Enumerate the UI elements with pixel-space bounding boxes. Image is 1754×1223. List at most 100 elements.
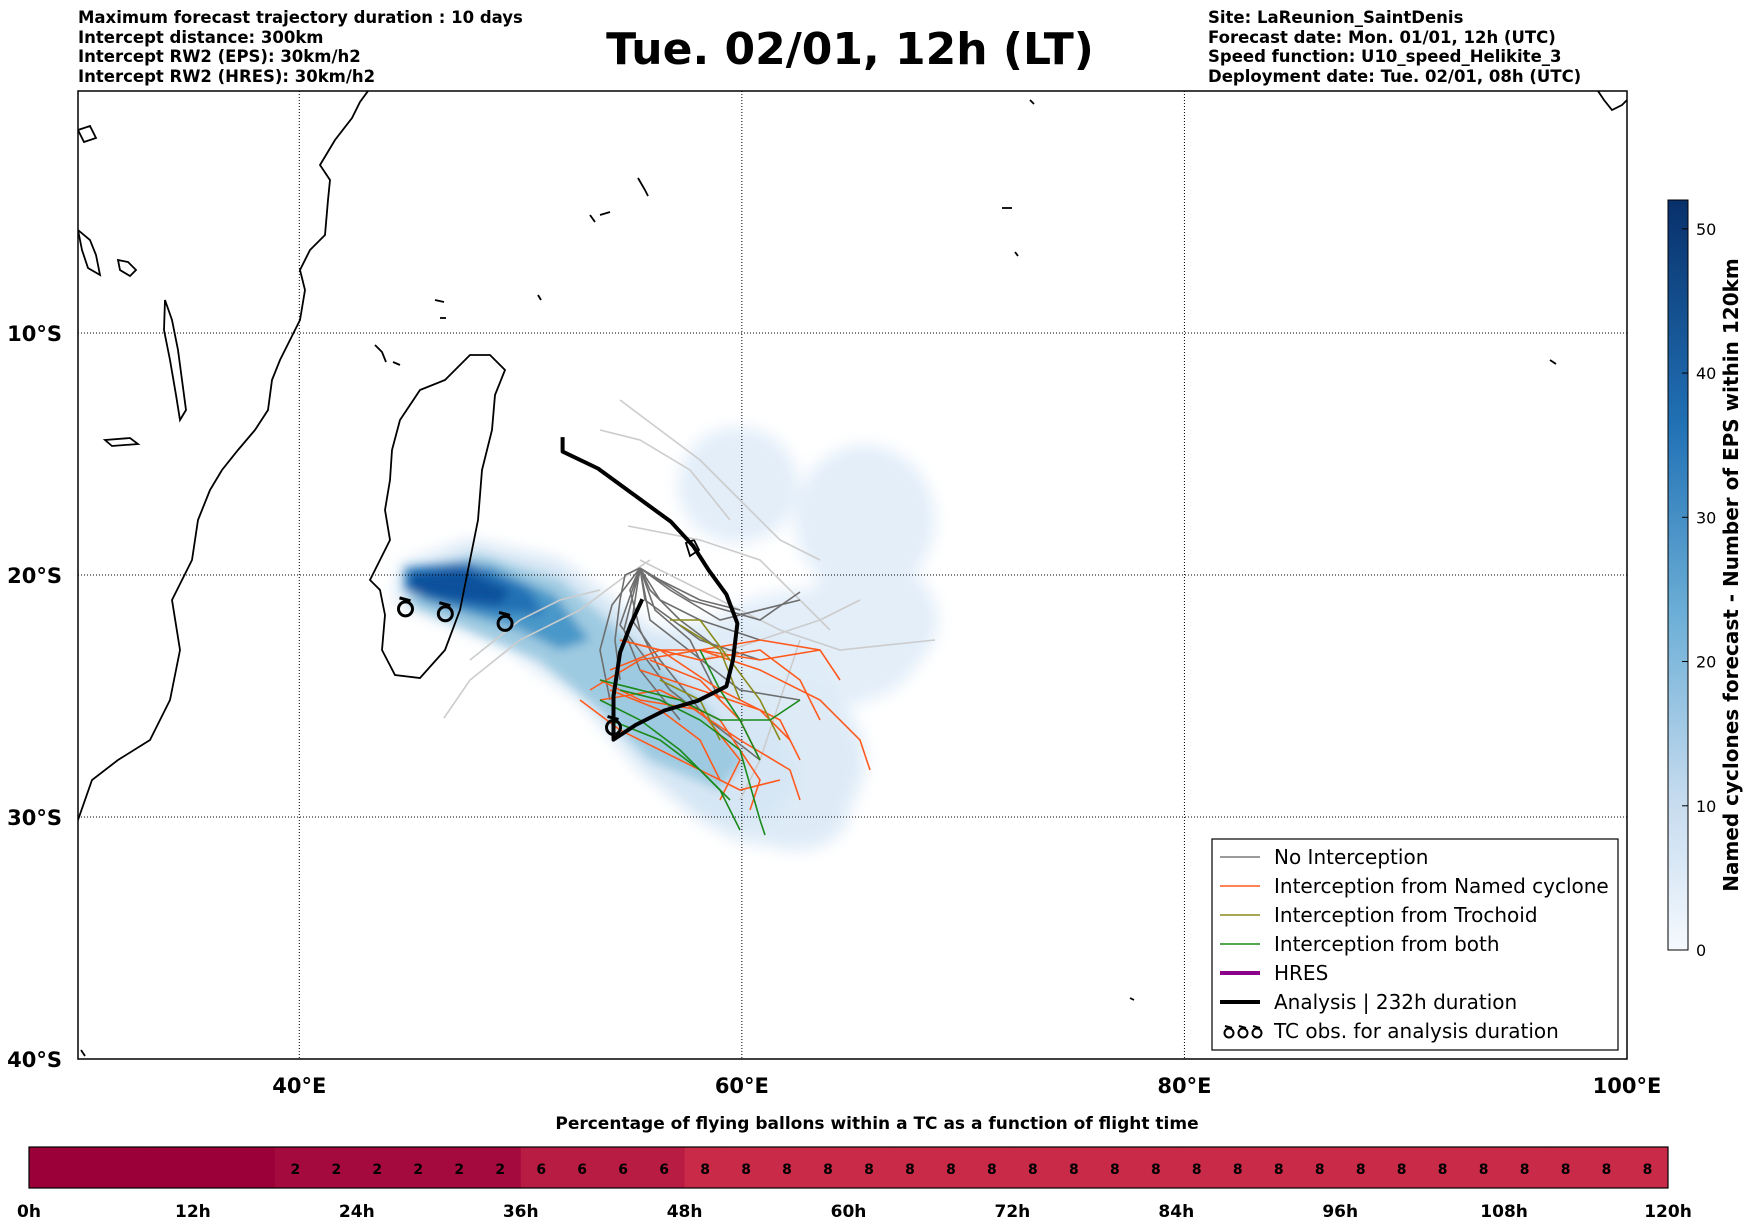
colorbar-tick-label: 30	[1696, 508, 1716, 527]
heatmap-value-label: 8	[1192, 1162, 1202, 1178]
page-title: Tue. 02/01, 12h (LT)	[606, 24, 1094, 75]
heatmap-cell	[1504, 1147, 1546, 1188]
heatmap-cell	[315, 1147, 358, 1188]
heatmap-cell	[930, 1147, 972, 1188]
heatmap-cell	[397, 1147, 440, 1188]
heatmap-value-label: 8	[1069, 1162, 1079, 1178]
colorbar-tick-label: 10	[1696, 797, 1716, 816]
map-gridlines	[78, 91, 1627, 1059]
lake-outline	[102, 437, 141, 447]
cyclone-symbol-ring	[1251, 1027, 1263, 1039]
island-marker	[637, 177, 649, 197]
heatmap-value-label: 8	[1397, 1162, 1407, 1178]
tracks-no-interception-faint	[443, 399, 936, 801]
heatmap-value-label: 2	[331, 1162, 341, 1178]
heatmap-title: Percentage of flying ballons within a TC…	[555, 1114, 1199, 1134]
x-tick-label: 80°E	[1157, 1074, 1211, 1098]
cyclone-symbol-icon	[605, 715, 623, 736]
heatmap-cell	[1340, 1147, 1382, 1188]
heatmap-value-label: 8	[946, 1162, 956, 1178]
cyclone-symbol-tail	[399, 596, 411, 603]
heatmap-cell	[561, 1147, 604, 1188]
cyclone-symbol-ring	[1237, 1027, 1249, 1039]
legend-label: Interception from Named cyclone	[1274, 874, 1609, 898]
heatmap-value-label: 8	[1602, 1162, 1612, 1178]
colorbar-tick-label: 20	[1696, 653, 1716, 672]
heatmap-value-label: 8	[1274, 1162, 1284, 1178]
reunion-island	[684, 538, 701, 558]
tracks-interception-both	[599, 649, 801, 836]
heatmap-cell	[1217, 1147, 1259, 1188]
madagascar-coastline	[368, 354, 507, 679]
heatmap-cell	[438, 1147, 481, 1188]
cyclone-symbol-icon	[1223, 1025, 1263, 1039]
y-tick-label: 10°S	[7, 322, 62, 346]
header-left-info: Maximum forecast trajectory duration : 1…	[78, 8, 523, 86]
heatmap-cell	[725, 1147, 768, 1188]
cyclone-symbol-tail	[498, 610, 511, 617]
colorbar: 0 10 20 30 40 50 Named cyclones forecast - Nu…	[1667, 199, 1743, 960]
header-left-line: Intercept distance: 300km	[78, 27, 324, 47]
coast-fragment	[116, 258, 138, 278]
x-axis-ticks: 40°E 60°E 80°E 100°E	[272, 1074, 1661, 1098]
x-tick-label: 40°E	[272, 1074, 326, 1098]
heatmap-tick-label: 24h	[339, 1202, 375, 1222]
heatmap-tick-label: 0h	[17, 1202, 41, 1222]
coastlines	[78, 91, 1627, 1057]
header-right-line: Deployment date: Tue. 02/01, 08h (UTC)	[1208, 66, 1582, 86]
cyclone-symbol-tail	[1252, 1025, 1261, 1029]
heatmap-value-label: 8	[905, 1162, 915, 1178]
heatmap-cell	[1381, 1147, 1423, 1188]
header-right-line: Site: LaReunion_SaintDenis	[1208, 8, 1464, 27]
heatmap-value-label: 8	[1151, 1162, 1161, 1178]
heatmap-cell	[1053, 1147, 1095, 1188]
heatmap-tick-label: 108h	[1480, 1202, 1528, 1222]
legend-box	[1211, 838, 1619, 1051]
heatmap-tick-label: 12h	[175, 1202, 211, 1222]
legend-label: HRES	[1274, 961, 1328, 985]
coast-fragment	[78, 228, 102, 277]
cyclone-symbol-tail	[1238, 1025, 1247, 1029]
cyclone-symbol-icon	[436, 601, 454, 623]
legend-label: TC obs. for analysis duration	[1273, 1019, 1559, 1043]
island-marker	[589, 214, 596, 223]
heatmap-cell	[479, 1147, 522, 1188]
cyclone-symbol-ring	[397, 600, 415, 618]
heatmap-cell	[151, 1147, 194, 1188]
tc-observations	[397, 596, 623, 736]
colorbar-label: Named cyclones forecast - Number of EPS …	[1719, 258, 1743, 892]
island-marker	[1014, 251, 1019, 257]
heatmap-cell	[1012, 1147, 1054, 1188]
heatmap-cell	[1627, 1147, 1669, 1188]
heatmap-value-label: 8	[1520, 1162, 1530, 1178]
colorbar-tick-label: 0	[1696, 941, 1706, 960]
heatmap-cell	[602, 1147, 645, 1188]
heatmap-value-label: 2	[372, 1162, 382, 1178]
heatmap-value-label: 8	[1643, 1162, 1653, 1178]
analysis-track	[560, 437, 740, 742]
heatmap-tick-label: 60h	[831, 1202, 867, 1222]
heatmap-tick-label: 96h	[1322, 1202, 1358, 1222]
heatmap-cell	[1299, 1147, 1341, 1188]
cyclone-symbol-icon	[397, 596, 415, 618]
heatmap-value-label: 6	[618, 1162, 628, 1178]
x-tick-label: 60°E	[715, 1074, 769, 1098]
heatmap-value-label: 8	[1438, 1162, 1448, 1178]
y-tick-label: 20°S	[7, 564, 62, 588]
heatmap-cell	[1422, 1147, 1464, 1188]
heatmap-value-label: 8	[1356, 1162, 1366, 1178]
heatmap-value-label: 8	[1561, 1162, 1571, 1178]
island-marker	[80, 1049, 86, 1057]
flight-time-heatmap: 2 2 2 2 2 2 6 6 6 6 8 8 8 8 8 8 8 8 8 8 8 8 8 8 8 8 8 8 8 8 8 8 8 8 0h 12h 2…	[17, 1146, 1692, 1222]
heatmap-cell	[274, 1147, 317, 1188]
cyclone-symbol-ring	[1223, 1027, 1235, 1039]
heatmap-cell	[1586, 1147, 1628, 1188]
heatmap-value-label: 2	[290, 1162, 300, 1178]
header-left-line: Intercept RW2 (HRES): 30km/h2	[78, 66, 376, 86]
legend-label: No Interception	[1274, 845, 1428, 869]
heatmap-cell	[848, 1147, 890, 1188]
island-marker	[1549, 359, 1557, 365]
heatmap-tick-label: 84h	[1158, 1202, 1194, 1222]
heatmap-value-label: 8	[987, 1162, 997, 1178]
heatmap-cell	[684, 1147, 727, 1188]
